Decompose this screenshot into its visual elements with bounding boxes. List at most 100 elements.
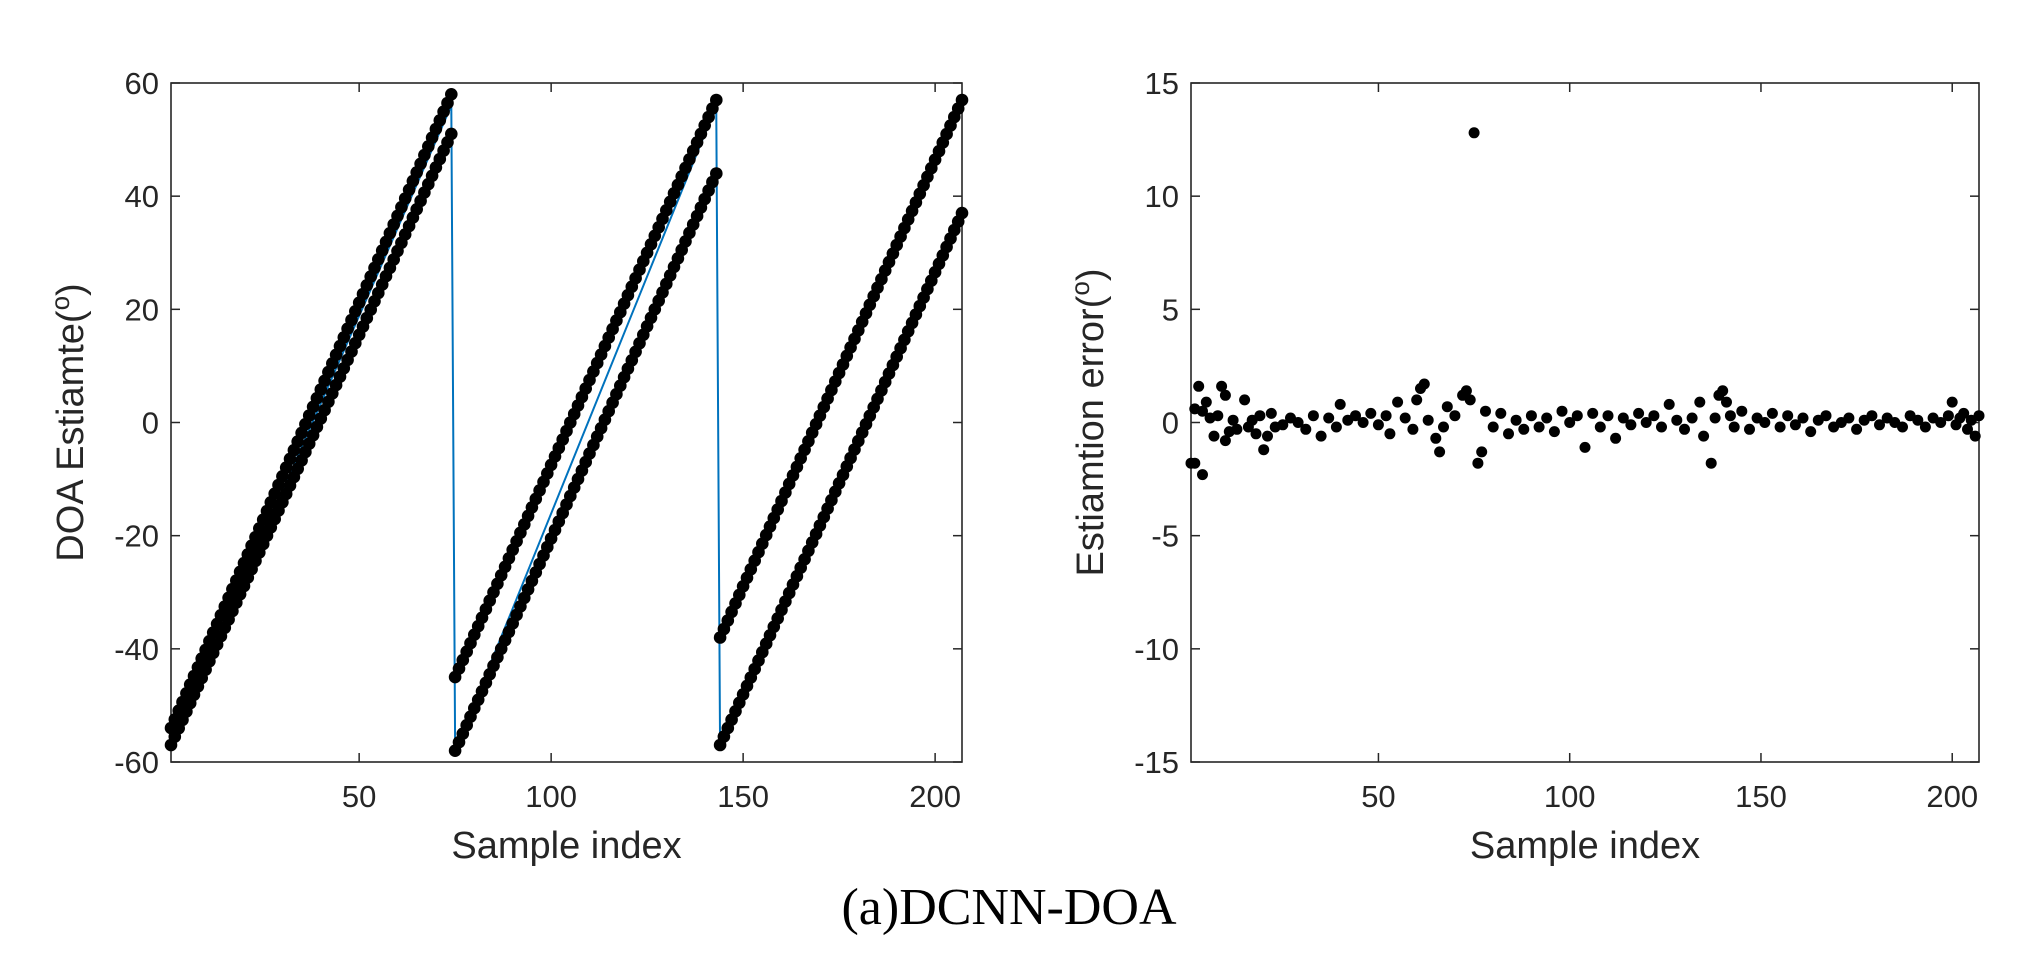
error-point [1851,423,1863,435]
error-point [1942,410,1954,422]
x-tick-label: 50 [1361,779,1395,814]
error-point [1587,407,1599,419]
error-point [1407,423,1419,435]
error-point [1487,421,1499,433]
error-point [1744,423,1755,435]
error-point [1602,410,1614,422]
y-axis-label: DOA Estiamte(o) [45,283,92,561]
error-point [1919,421,1931,433]
x-tick-label: 200 [1926,779,1978,814]
error-point [1258,444,1270,456]
error-point [1866,410,1878,422]
y-tick-label: -20 [114,519,159,554]
estimation-error-panel: 50 100 150 200 -15 -10 -5 0 5 10 15 Sample index Est… [1065,66,1985,867]
error-point [1503,428,1514,440]
error-point [1472,457,1484,469]
error-point [1189,457,1201,469]
error-point [1323,412,1335,424]
error-point [1766,407,1778,419]
error-point [1430,432,1442,444]
error-point [1315,430,1327,442]
error-point [1193,380,1205,392]
error-point [1476,446,1488,458]
error-point [1422,414,1434,426]
estimate-point [955,206,969,220]
x-tick-label: 150 [717,779,769,814]
error-point [1216,380,1228,392]
y-tick-label: -15 [1134,745,1179,780]
error-point [1556,405,1568,417]
error-point [1694,396,1706,408]
error-point [1300,423,1312,435]
error-point [1935,417,1947,428]
estimate-point [955,93,969,107]
error-point [1239,394,1251,406]
error-point [1874,419,1885,431]
error-point [1392,396,1404,408]
error-point [1464,394,1476,406]
error-point [1843,412,1855,424]
error-point [1789,419,1801,431]
y-tick-label: 60 [125,66,159,101]
error-point [1357,417,1369,428]
error-point [1633,407,1645,419]
error-point [1820,410,1832,422]
error-point [1265,407,1277,419]
error-point [1418,378,1430,390]
error-point [1197,405,1208,417]
error-point [1724,410,1736,422]
error-point [1227,414,1239,426]
error-point [1518,423,1530,435]
y-tick-label: -60 [114,745,159,780]
y-tick-label: -40 [114,632,159,667]
error-point [1460,385,1472,397]
error-point [1307,410,1319,422]
error-point [1705,457,1717,469]
error-point [1219,389,1231,401]
x-tick-label: 150 [1735,779,1787,814]
error-point [1709,412,1721,424]
error-point [1946,396,1958,408]
x-tick-label: 200 [909,779,961,814]
error-point [1200,396,1212,408]
estimate-point [710,93,723,107]
x-tick-label: 100 [525,779,577,814]
error-point [1212,410,1224,422]
error-point [1782,410,1794,422]
error-point [1208,430,1220,442]
error-point [1610,432,1622,444]
error-point [1564,417,1576,428]
error-point [1372,419,1384,431]
error-point [1962,423,1973,435]
error-point [1380,410,1392,422]
error-point [1525,410,1537,422]
error-point [1774,421,1786,433]
error-point [1594,421,1606,433]
y-axis-label: Estiamtion error(o) [1065,269,1112,577]
error-point [1480,405,1491,417]
error-point [1571,410,1583,422]
error-point [1736,405,1748,417]
error-point [1262,430,1273,442]
error-point [1698,430,1710,442]
error-point [1250,428,1262,440]
error-point [1548,426,1560,438]
figure-caption: (a)DCNN-DOA [841,879,1177,936]
error-point [1671,414,1683,426]
error-point [1640,417,1652,428]
error-point [1656,421,1667,433]
error-point [1334,398,1346,410]
error-point [1197,469,1208,481]
error-point [1384,428,1396,440]
y-tick-label: 15 [1145,66,1179,101]
error-point [1441,401,1453,413]
error-point [1679,423,1690,435]
error-point [1617,412,1629,424]
error-point [1717,385,1729,397]
x-axis-label: Sample index [1470,825,1700,867]
error-point [1686,412,1698,424]
error-point [1292,417,1304,428]
error-point [1399,412,1411,424]
error-point [1973,410,1985,422]
y-tick-label: 0 [1162,406,1179,441]
